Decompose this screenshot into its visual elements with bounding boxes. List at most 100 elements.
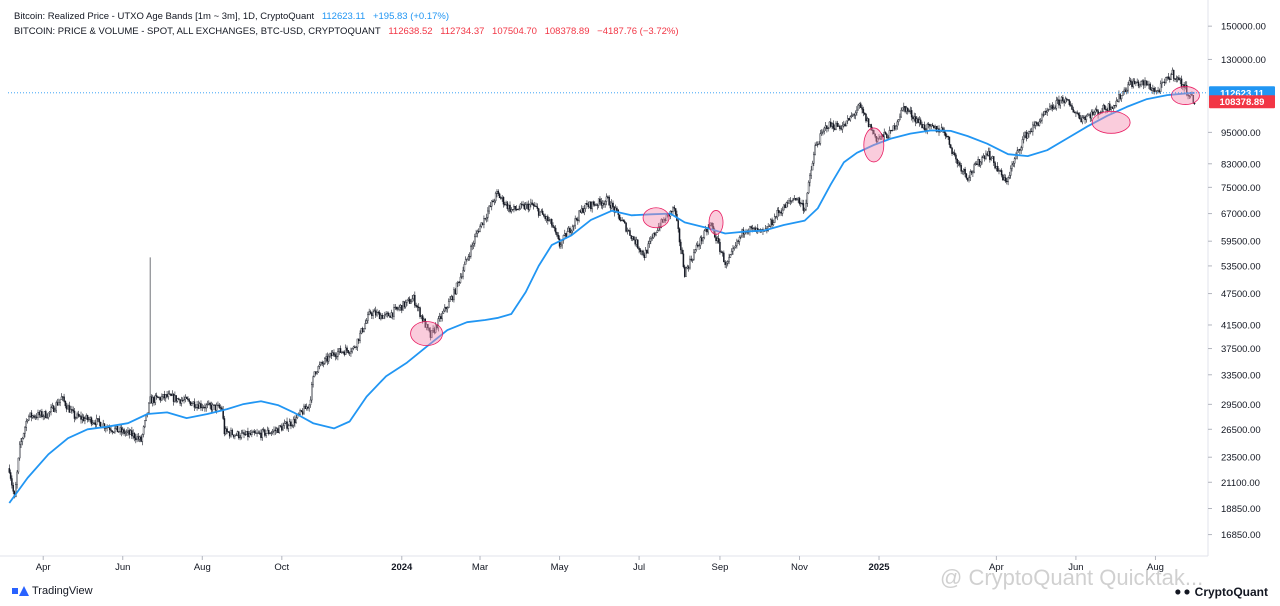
- price-candle-body: [1062, 97, 1064, 102]
- price-candle-body: [809, 175, 811, 183]
- price-candle-body: [541, 210, 544, 215]
- price-candle-body: [112, 431, 115, 433]
- price-candle-body: [387, 312, 390, 317]
- price-candle-body: [1145, 80, 1148, 85]
- price-candle-body: [1082, 116, 1085, 118]
- price-candle-body: [491, 200, 493, 207]
- price-candle-body: [996, 166, 999, 172]
- price-candle-body: [144, 420, 146, 427]
- price-candle-body: [1030, 131, 1033, 133]
- price-candle-body: [86, 415, 89, 420]
- price-candle-body: [609, 205, 612, 209]
- price-candle-body: [957, 162, 960, 165]
- tradingview-brand[interactable]: TradingView: [12, 585, 93, 597]
- price-candle-body: [64, 401, 67, 407]
- price-candle-body: [981, 157, 983, 163]
- price-candle-body: [286, 421, 288, 429]
- price-candle-body: [1163, 81, 1166, 83]
- price-candle-body: [283, 423, 286, 426]
- price-candle-body: [108, 427, 111, 430]
- price-candle-body: [710, 222, 712, 226]
- price-candle-body: [1193, 102, 1196, 104]
- price-candle-body: [288, 421, 291, 427]
- price-candle-body: [921, 124, 923, 129]
- price-candle-body: [673, 207, 676, 209]
- price-value-tag: 108378.89: [1209, 95, 1275, 109]
- price-candle-body: [475, 233, 477, 238]
- annotation-ellipse: [863, 127, 885, 163]
- price-candle-body: [483, 218, 485, 225]
- legend-price-low: 107504.70: [492, 26, 537, 37]
- legend-price-open: 112638.52: [388, 26, 433, 37]
- price-candle-body: [408, 298, 411, 304]
- price-candle-body: [801, 202, 803, 204]
- price-candle-body: [942, 127, 944, 131]
- price-candle-body: [1131, 81, 1133, 87]
- price-candle-body: [75, 417, 77, 419]
- price-candle-body: [1041, 114, 1043, 121]
- price-candle-body: [248, 433, 250, 437]
- price-candle-body: [9, 472, 12, 479]
- price-candle-body: [196, 404, 198, 408]
- price-candle-body: [1157, 90, 1159, 92]
- price-candle-body: [951, 147, 953, 155]
- x-tick-label: Aug: [194, 562, 211, 573]
- price-candle-body: [789, 200, 792, 202]
- price-candle-body: [163, 394, 166, 399]
- price-candle-body: [198, 403, 201, 409]
- price-candle-body: [170, 393, 172, 396]
- legend-realized-title: Bitcoin: Realized Price - UTXO Age Bands…: [14, 11, 315, 22]
- price-candle-body: [605, 196, 608, 202]
- price-candle-body: [629, 230, 631, 236]
- price-candle-body: [440, 316, 442, 319]
- x-tick-label: Apr: [36, 562, 51, 573]
- price-candle-body: [622, 219, 625, 222]
- price-candle-body: [271, 431, 274, 433]
- price-candle-body: [621, 219, 623, 221]
- price-candle-body: [846, 118, 849, 122]
- price-candle-body: [612, 202, 614, 207]
- price-candle-body: [343, 351, 346, 355]
- price-candle-body: [608, 196, 610, 206]
- x-tick-label: Sep: [711, 562, 728, 573]
- price-candle-body: [71, 409, 73, 411]
- price-candle-body: [262, 429, 265, 431]
- price-candle-body: [84, 418, 86, 422]
- price-candle-body: [919, 119, 922, 125]
- price-candle-body: [985, 153, 987, 159]
- price-candle-body: [1109, 103, 1111, 110]
- price-candle-body: [1054, 107, 1056, 109]
- price-candle-body: [419, 307, 421, 317]
- price-candle-body: [977, 159, 979, 165]
- price-candle-body: [195, 407, 197, 409]
- price-candle-body: [1080, 118, 1082, 123]
- price-candle-body: [1123, 89, 1125, 92]
- price-candle-body: [1023, 135, 1025, 140]
- price-candle-body: [63, 396, 65, 402]
- price-candle-body: [184, 396, 187, 400]
- price-candle-body: [840, 128, 842, 130]
- price-candle-body: [1094, 109, 1097, 113]
- price-candle-body: [140, 436, 142, 442]
- price-candle-body: [54, 409, 56, 412]
- price-candle-body: [34, 416, 37, 418]
- price-candle-body: [468, 256, 471, 258]
- price-candle-body: [411, 298, 413, 303]
- price-candle-body: [642, 250, 644, 256]
- price-candle-body: [178, 398, 180, 400]
- price-candle-body: [643, 254, 646, 258]
- price-candle-body: [133, 432, 136, 439]
- price-candle-body: [600, 201, 603, 206]
- price-candle-body: [843, 124, 845, 127]
- price-candle-body: [38, 412, 41, 416]
- price-candle-body: [689, 258, 691, 269]
- price-candle-body: [225, 428, 227, 435]
- price-candle-body: [888, 130, 891, 139]
- price-candle-body: [768, 225, 771, 227]
- price-candle-body: [402, 301, 404, 311]
- price-candle-body: [1025, 132, 1028, 139]
- price-candle-body: [788, 200, 790, 204]
- price-candle-body: [955, 154, 957, 160]
- price-candle-body: [933, 125, 935, 129]
- price-candle-body: [1146, 84, 1149, 86]
